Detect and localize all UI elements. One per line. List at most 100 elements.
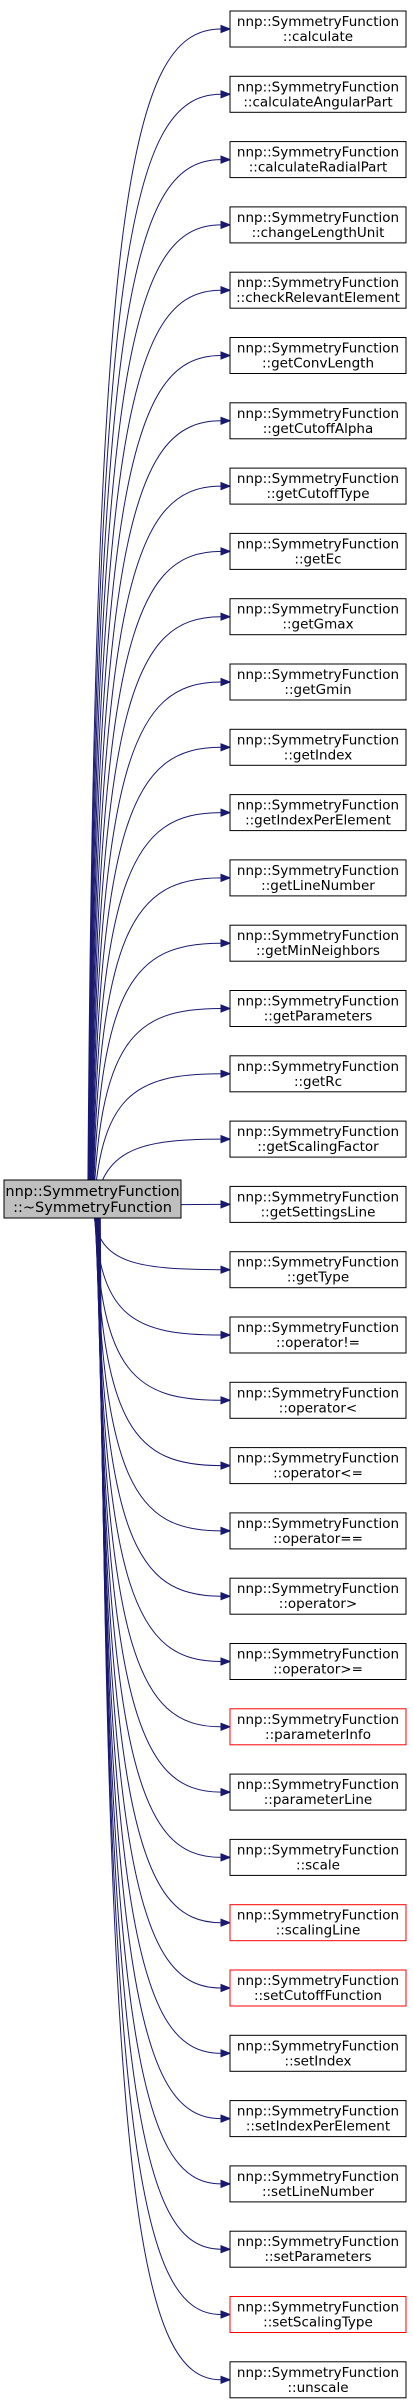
call-arrowhead-parameterline: [220, 1787, 232, 1797]
call-arrowhead-calculate: [220, 24, 232, 34]
callee-node-box: [229, 2361, 407, 2399]
callee-node-getindex[interactable]: nnp::SymmetryFunction::getIndex: [229, 728, 407, 766]
callee-node-getec[interactable]: nnp::SymmetryFunction::getEc: [229, 532, 407, 570]
call-arrowhead-calculateangularpart: [220, 90, 232, 99]
callee-node-getrc[interactable]: nnp::SymmetryFunction::getRc: [229, 1055, 407, 1093]
callee-node-name-line2: ::operator>=: [273, 1662, 363, 1678]
call-edge-getrc: [92, 1073, 222, 1219]
callee-node-parameterline[interactable]: nnp::SymmetryFunction::parameterLine: [229, 1773, 407, 1811]
call-arrowhead-getconvlength: [220, 351, 232, 360]
call-edge-calculate: [87, 28, 222, 1219]
callee-node-name-line1: nnp::SymmetryFunction: [237, 2038, 399, 2054]
callee-node-box: [229, 1447, 407, 1485]
callee-node-name-line1: nnp::SymmetryFunction: [237, 1647, 399, 1663]
callee-node-name-line1: nnp::SymmetryFunction: [237, 1059, 399, 1075]
callee-node-name-line2: ::getGmax: [282, 617, 353, 633]
callee-node-box: [229, 2100, 407, 2138]
callee-node-gettype[interactable]: nnp::SymmetryFunction::getType: [229, 1251, 407, 1289]
callee-node-getscalingfactor[interactable]: nnp::SymmetryFunction::getScalingFactor: [229, 1120, 407, 1158]
callee-node-name-line1: nnp::SymmetryFunction: [237, 2234, 399, 2250]
callee-node-name-line1: nnp::SymmetryFunction: [237, 14, 399, 30]
callee-node-parameterinfo[interactable]: nnp::SymmetryFunction::parameterInfo: [229, 1708, 407, 1746]
callee-node-setscalingtype[interactable]: nnp::SymmetryFunction::setScalingType: [229, 2296, 407, 2333]
callee-node-checkrelevantelement[interactable]: nnp::SymmetryFunction::checkRelevantElem…: [229, 271, 407, 309]
callee-node-name-line1: nnp::SymmetryFunction: [237, 275, 399, 291]
callee-node-name-line1: nnp::SymmetryFunction: [237, 732, 399, 748]
callee-node-name-line1: nnp::SymmetryFunction: [237, 1124, 399, 1140]
callee-node-operator-[interactable]: nnp::SymmetryFunction::operator<: [229, 1381, 407, 1419]
callee-node-changelengthunit[interactable]: nnp::SymmetryFunction::changeLengthUnit: [229, 206, 407, 244]
call-arrowhead-unscale: [220, 2375, 232, 2385]
call-edge-setcutofffunction: [97, 1217, 222, 1989]
call-arrowhead-operator-: [220, 1526, 232, 1536]
call-edge-parameterline: [96, 1217, 222, 1793]
callee-node-name-line1: nnp::SymmetryFunction: [237, 667, 399, 683]
callee-node-name-line1: nnp::SymmetryFunction: [237, 1842, 399, 1858]
callee-node-box: [229, 1708, 407, 1746]
callee-node-operator-[interactable]: nnp::SymmetryFunction::operator>=: [229, 1643, 407, 1680]
callee-node-name-line2: ::changeLengthUnit: [252, 225, 385, 241]
callee-node-getminneighbors[interactable]: nnp::SymmetryFunction::getMinNeighbors: [229, 924, 407, 962]
callee-node-box: [229, 1577, 407, 1615]
callee-node-box: [229, 402, 407, 440]
callee-node-getcutoffalpha[interactable]: nnp::SymmetryFunction::getCutoffAlpha: [229, 402, 407, 440]
callee-node-box: [229, 1120, 407, 1158]
call-edge-getec: [90, 550, 222, 1219]
callee-node-name-line2: ::checkRelevantElement: [236, 290, 400, 306]
callee-node-setindexperelement[interactable]: nnp::SymmetryFunction::setIndexPerElemen…: [229, 2100, 407, 2138]
call-arrowhead-getminneighbors: [220, 938, 232, 948]
callee-node-getconvlength[interactable]: nnp::SymmetryFunction::getConvLength: [229, 337, 407, 374]
callee-node-name-line1: nnp::SymmetryFunction: [237, 1255, 399, 1271]
callee-node-box: [229, 728, 407, 766]
callee-node-calculateradialpart[interactable]: nnp::SymmetryFunction::calculateRadialPa…: [229, 141, 407, 179]
callee-node-operator-[interactable]: nnp::SymmetryFunction::operator!=: [229, 1316, 407, 1354]
call-arrowhead-getindexperelement: [220, 808, 232, 817]
callee-node-calculate[interactable]: nnp::SymmetryFunction::calculate: [229, 10, 407, 48]
callee-node-name-line2: ::setLineNumber: [262, 2184, 375, 2200]
callee-node-box: [229, 206, 407, 244]
callee-node-scalingline[interactable]: nnp::SymmetryFunction::scalingLine: [229, 1904, 407, 1942]
callee-node-box: [229, 924, 407, 962]
call-arrowhead-setlinenumber: [220, 2179, 232, 2189]
callee-node-operator-[interactable]: nnp::SymmetryFunction::operator>: [229, 1577, 407, 1615]
call-edge-parameterinfo: [96, 1217, 222, 1728]
callee-node-box: [229, 794, 407, 832]
call-edge-getcutoffalpha: [89, 420, 222, 1219]
call-arrowhead-getgmin: [220, 677, 232, 687]
callee-node-box: [229, 337, 407, 374]
callee-node-name-line1: nnp::SymmetryFunction: [237, 2365, 399, 2381]
callee-node-setcutofffunction[interactable]: nnp::SymmetryFunction::setCutoffFunction: [229, 1969, 407, 2007]
callee-node-unscale[interactable]: nnp::SymmetryFunction::unscale: [229, 2361, 407, 2399]
call-arrowhead-operator-: [220, 1330, 232, 1340]
callee-node-getgmin[interactable]: nnp::SymmetryFunction::getGmin: [229, 663, 407, 701]
callee-node-name-line2: ::getEc: [294, 551, 341, 567]
callee-node-getindexperelement[interactable]: nnp::SymmetryFunction::getIndexPerElemen…: [229, 794, 407, 832]
callee-node-name-line1: nnp::SymmetryFunction: [237, 2169, 399, 2185]
callee-node-getsettingsline[interactable]: nnp::SymmetryFunction::getSettingsLine: [229, 1185, 407, 1223]
callee-node-setparameters[interactable]: nnp::SymmetryFunction::setParameters: [229, 2230, 407, 2268]
callee-node-name-line2: ::setIndex: [285, 2053, 352, 2069]
callee-node-getgmax[interactable]: nnp::SymmetryFunction::getGmax: [229, 598, 407, 636]
callee-node-name-line1: nnp::SymmetryFunction: [237, 341, 399, 357]
call-edge-setparameters: [99, 1217, 222, 2250]
call-arrowhead-scale: [220, 1853, 232, 1862]
call-edge-checkrelevantelement: [88, 289, 222, 1219]
callee-node-operator-[interactable]: nnp::SymmetryFunction::operator==: [229, 1512, 407, 1550]
callee-node-box: [229, 75, 407, 113]
callee-node-setindex[interactable]: nnp::SymmetryFunction::setIndex: [229, 2034, 407, 2072]
callee-node-getparameters[interactable]: nnp::SymmetryFunction::getParameters: [229, 990, 407, 1027]
callee-node-name-line2: ::getIndex: [284, 747, 352, 763]
call-edge-operator-: [95, 1217, 222, 1597]
callee-node-getlinenumber[interactable]: nnp::SymmetryFunction::getLineNumber: [229, 859, 407, 897]
callee-node-name-line2: ::getMinNeighbors: [256, 943, 380, 959]
callee-node-getcutofftype[interactable]: nnp::SymmetryFunction::getCutoffType: [229, 467, 407, 505]
call-arrowhead-setcutofffunction: [220, 1983, 232, 1993]
callee-node-calculateangularpart[interactable]: nnp::SymmetryFunction::calculateAngularP…: [229, 75, 407, 113]
callee-node-box: [229, 2034, 407, 2072]
callee-node-name-line2: ::getIndexPerElement: [245, 813, 391, 829]
callee-node-setlinenumber[interactable]: nnp::SymmetryFunction::setLineNumber: [229, 2165, 407, 2203]
call-arrowhead-getscalingfactor: [220, 1134, 232, 1144]
callee-node-operator-[interactable]: nnp::SymmetryFunction::operator<=: [229, 1447, 407, 1485]
callee-node-scale[interactable]: nnp::SymmetryFunction::scale: [229, 1838, 407, 1876]
root-node[interactable]: nnp::SymmetryFunction ::~SymmetryFunctio…: [3, 1179, 182, 1219]
